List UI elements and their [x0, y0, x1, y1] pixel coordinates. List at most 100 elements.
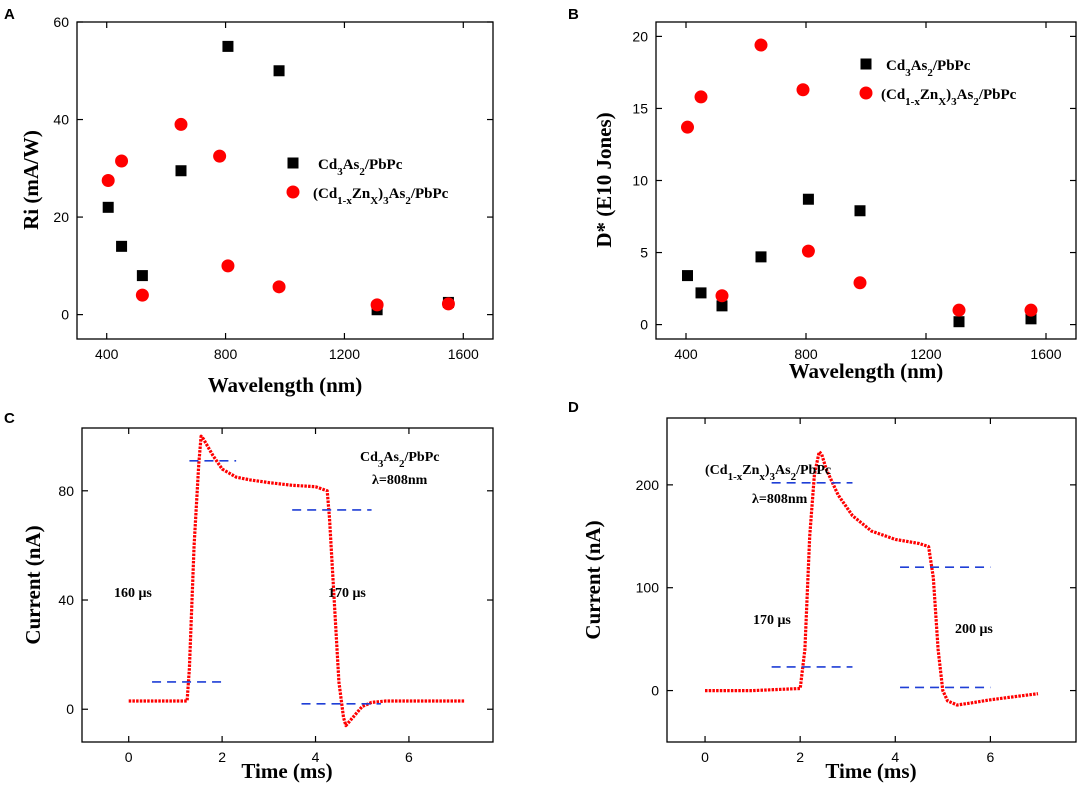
- y-tick-label-d: 200: [636, 477, 660, 493]
- x-tick-label-a: 400: [95, 346, 119, 362]
- point-cd3as2-a: [273, 65, 285, 77]
- rise-time-label-d: 170 μs: [753, 613, 791, 628]
- point-cdznas-b: [952, 303, 966, 317]
- x-tick-label-d: 2: [796, 749, 804, 765]
- panel-letter-d: D: [568, 399, 579, 416]
- point-cd3as2-b: [802, 193, 814, 205]
- y-tick-label-b: 10: [632, 173, 648, 189]
- x-tick-label-a: 1200: [329, 346, 360, 362]
- rise-time-label-c: 160 μs: [114, 586, 152, 601]
- point-cdznas-a: [370, 298, 384, 312]
- point-cdznas-b: [853, 276, 867, 290]
- y-axis-title-a: Ri (mA/W): [19, 130, 43, 230]
- point-cdznas-b: [796, 83, 810, 97]
- chart-panel-c: 0 2 4 6 0 40 80 Time (ms) Current (nA) Cd3As2/PbP…: [21, 427, 494, 783]
- x-tick-label-c: 2: [218, 749, 226, 765]
- y-tick-label-b: 15: [632, 100, 648, 116]
- y-tick-label-c: 40: [58, 592, 74, 608]
- point-cdznas-a: [221, 259, 235, 273]
- y-tick-label-d: 100: [636, 580, 660, 596]
- point-cdznas-b: [1024, 303, 1038, 317]
- y-axis-title-b: D* (E10 Jones): [592, 112, 616, 247]
- y-tick-label-b: 5: [640, 245, 648, 261]
- x-axis-title-b: Wavelength (nm): [789, 359, 944, 383]
- plot-frame-c: [81, 427, 494, 743]
- y-tick-label-a: 60: [53, 14, 69, 30]
- y-tick-label-a: 40: [53, 112, 69, 128]
- point-cd3as2-a: [222, 40, 234, 52]
- y-tick-label-b: 20: [632, 28, 648, 44]
- sample-label-d: (Cd1-xZnx)3As2/PbPc: [705, 463, 831, 483]
- fall-time-label-c: 170 μs: [328, 586, 366, 601]
- point-cdznas-a: [115, 154, 129, 168]
- legend-label-cd3as2-a: Cd3As2/PbPc: [318, 157, 403, 178]
- x-tick-label-b: 1600: [1030, 346, 1061, 362]
- point-cd3as2-b: [695, 287, 707, 299]
- x-tick-label-b: 400: [674, 346, 698, 362]
- y-tick-label-a: 0: [61, 307, 69, 323]
- y-tick-label-c: 0: [66, 701, 74, 717]
- point-cdznas-b: [801, 244, 815, 258]
- chart-panel-d: 0 2 4 6 0 100 200 Time (ms) Current (nA) (Cd1-xZn…: [581, 417, 1077, 783]
- x-tick-label-c: 6: [405, 749, 413, 765]
- point-cdznas-a: [272, 280, 286, 294]
- wavelength-label-d: λ=808nm: [752, 492, 808, 507]
- plot-frame-a: [76, 21, 494, 340]
- point-cdznas-a: [213, 149, 227, 163]
- point-cdznas-a: [135, 288, 149, 302]
- x-axis-title-a: Wavelength (nm): [208, 373, 363, 397]
- legend-marker-cdznas-a: [286, 185, 300, 199]
- y-axis-title-d: Current (nA): [581, 520, 605, 639]
- x-tick-label-b: 800: [794, 346, 818, 362]
- point-cd3as2-b: [854, 205, 866, 217]
- point-cdznas-b: [694, 90, 708, 104]
- y-tick-label-d: 0: [651, 683, 659, 699]
- y-tick-label-c: 80: [58, 483, 74, 499]
- point-cd3as2-a: [116, 240, 128, 252]
- chart-panel-b: 400 800 1200 1600 0 5 10 15 20 Wavelength (nm) D* …: [592, 21, 1077, 383]
- x-tick-label-c: 4: [312, 749, 320, 765]
- x-tick-label-a: 1600: [448, 346, 479, 362]
- legend-label-cdznas-b: (Cd1-xZnX)3As2/PbPc: [881, 87, 1017, 108]
- legend-marker-cdznas-b: [859, 86, 873, 100]
- point-cd3as2-a: [175, 165, 187, 177]
- legend-label-cdznas-a: (Cd1-xZnX)3As2/PbPc: [313, 186, 449, 207]
- x-axis-title-d: Time (ms): [825, 759, 916, 783]
- point-cd3as2-b: [953, 316, 965, 328]
- x-tick-label-b: 1200: [910, 346, 941, 362]
- point-cdznas-a: [174, 117, 188, 131]
- x-tick-label-d: 6: [986, 749, 994, 765]
- point-cd3as2-a: [102, 201, 114, 213]
- point-cd3as2-b: [755, 251, 767, 263]
- point-cd3as2-b: [1025, 313, 1037, 325]
- point-cdznas-b: [754, 38, 768, 52]
- x-tick-label-c: 0: [125, 749, 133, 765]
- legend-label-cd3as2-b: Cd3As2/PbPc: [886, 58, 971, 79]
- point-cdznas-a: [441, 297, 455, 311]
- panel-letter-c: C: [4, 410, 15, 427]
- legend-marker-cd3as2-b: [860, 58, 872, 70]
- chart-panel-a: 400 800 1200 1600 0 20 40 60 Wavelength (nm) Ri (…: [19, 14, 494, 397]
- point-cdznas-b: [715, 289, 729, 303]
- point-cdznas-a: [101, 174, 115, 187]
- trace-photocurrent-d: [705, 450, 1039, 707]
- x-axis-title-c: Time (ms): [241, 759, 332, 783]
- x-tick-label-d: 4: [891, 749, 899, 765]
- panel-letter-a: A: [4, 6, 15, 23]
- x-tick-label-a: 800: [214, 346, 238, 362]
- x-tick-label-d: 0: [701, 749, 709, 765]
- point-cdznas-b: [681, 120, 694, 134]
- y-tick-label-b: 0: [640, 317, 648, 333]
- wavelength-label-c: λ=808nm: [372, 473, 428, 488]
- sample-label-c: Cd3As2/PbPc: [360, 450, 439, 470]
- y-axis-title-c: Current (nA): [21, 525, 45, 644]
- y-tick-label-a: 20: [53, 209, 69, 225]
- legend-marker-cd3as2-a: [287, 157, 299, 169]
- trace-photocurrent-c: [128, 434, 465, 728]
- fall-time-label-d: 200 μs: [955, 622, 993, 637]
- plot-frame-d: [666, 417, 1077, 743]
- point-cd3as2-b: [682, 270, 693, 282]
- point-cd3as2-a: [136, 270, 148, 282]
- panel-letter-b: B: [568, 6, 579, 23]
